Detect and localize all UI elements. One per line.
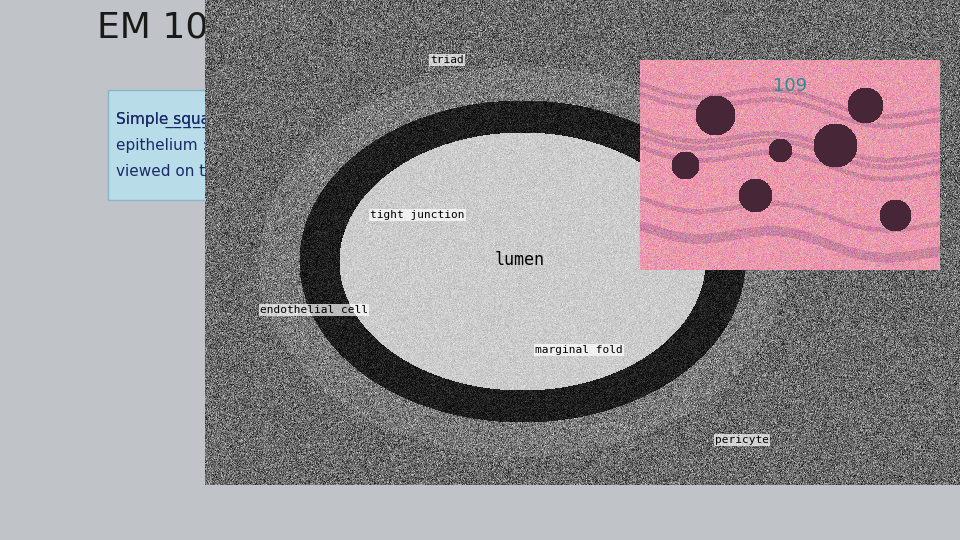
FancyArrowPatch shape: [288, 118, 390, 130]
FancyArrowPatch shape: [282, 166, 370, 209]
Text: lumen: lumen: [495, 251, 545, 269]
Text: pericyte: pericyte: [715, 435, 769, 445]
Text: viewed on the side: viewed on the side: [116, 164, 261, 179]
FancyArrowPatch shape: [503, 137, 633, 164]
Text: triad: triad: [430, 55, 464, 65]
Text: marginal fold: marginal fold: [535, 345, 623, 355]
Text: EM 10A showing capillary endothelial cells: EM 10A showing capillary endothelial cel…: [97, 11, 863, 45]
FancyArrowPatch shape: [786, 275, 794, 424]
Text: Simple ̲s̲q̲u̲a̲m̲o̲u̲s̲: Simple ̲s̲q̲u̲a̲m̲o̲u̲s̲: [116, 112, 252, 128]
Text: Simple squamous: Simple squamous: [116, 112, 252, 127]
Text: endothelial cell: endothelial cell: [260, 305, 368, 315]
Text: 109: 109: [773, 77, 807, 95]
FancyBboxPatch shape: [108, 90, 285, 200]
Text: tight junction: tight junction: [370, 210, 465, 220]
Text: epithelium : cells: epithelium : cells: [116, 138, 247, 153]
